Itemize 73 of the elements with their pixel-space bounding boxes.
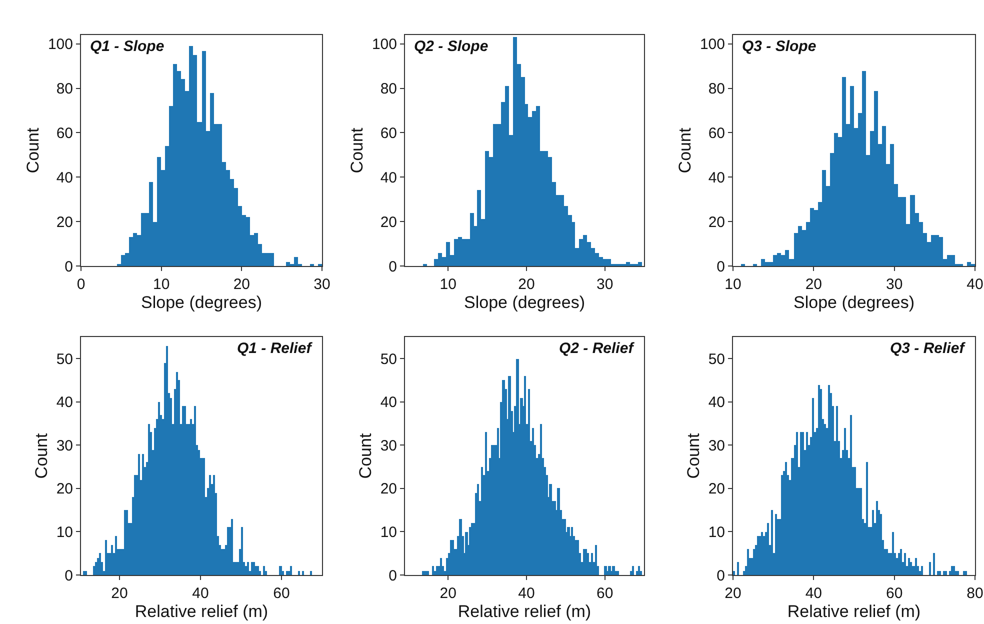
y-tick-label: 40: [708, 394, 725, 412]
x-tick-label: 30: [886, 276, 903, 293]
y-tick-label: 10: [708, 524, 725, 541]
y-axis-title: Count: [676, 128, 695, 174]
y-axis-title: Count: [32, 433, 51, 479]
x-tick-label: 20: [111, 585, 128, 602]
y-tick-label: 0: [388, 258, 397, 276]
y-tick-label: 30: [380, 437, 397, 454]
y-axis-title: Count: [684, 433, 703, 479]
y-tick-label: 20: [380, 480, 397, 498]
x-tick-label: 0: [76, 276, 86, 293]
y-tick-label: 40: [380, 169, 397, 186]
y-tick-label: 0: [388, 567, 397, 584]
y-tick-label: 50: [380, 350, 397, 368]
y-tick-label: 10: [56, 524, 73, 541]
y-axis-title: Count: [356, 433, 375, 479]
y-tick-label: 10: [380, 524, 397, 541]
x-tick-label: 40: [518, 585, 535, 602]
x-tick-label: 20: [440, 585, 456, 602]
y-tick-label: 20: [380, 214, 397, 231]
x-axis-title: Relative relief (m): [458, 602, 592, 621]
x-axis-title: Slope (degrees): [141, 293, 262, 312]
x-tick-label: 20: [233, 276, 250, 293]
y-tick-label: 30: [56, 437, 73, 454]
chart-title: Q2 - Relief: [559, 340, 636, 357]
y-tick-label: 100: [700, 36, 725, 54]
x-tick-label: 40: [192, 585, 209, 602]
x-axis-title: Relative relief (m): [787, 602, 921, 621]
x-tick-label: 20: [518, 276, 535, 293]
x-tick-label: 60: [886, 585, 903, 602]
y-tick-label: 80: [380, 80, 397, 98]
x-axis-title: Slope (degrees): [464, 293, 585, 312]
y-tick-label: 60: [56, 124, 73, 142]
x-tick-label: 60: [273, 585, 290, 602]
chart-title: Q1 - Slope: [90, 38, 164, 55]
chart-title: Q3 - Relief: [890, 340, 966, 357]
y-tick-label: 100: [372, 36, 397, 54]
x-tick-label: 10: [152, 276, 170, 293]
y-tick-label: 0: [64, 567, 73, 584]
x-axis-title: Slope (degrees): [794, 293, 914, 312]
chart-title: Q3 - Slope: [742, 38, 816, 55]
y-tick-label: 0: [64, 258, 73, 276]
y-tick-label: 40: [708, 169, 725, 186]
y-tick-label: 30: [708, 437, 725, 454]
x-tick-label: 40: [966, 276, 984, 293]
y-tick-label: 20: [56, 214, 73, 231]
x-tick-label: 30: [314, 276, 330, 293]
y-tick-label: 80: [56, 80, 73, 98]
y-tick-label: 40: [56, 394, 73, 412]
y-tick-label: 60: [380, 124, 397, 142]
y-tick-label: 100: [48, 36, 73, 54]
x-tick-label: 40: [805, 585, 822, 602]
y-axis-title: Count: [24, 128, 43, 174]
x-axis-title: Relative relief (m): [134, 602, 268, 621]
y-tick-label: 0: [716, 258, 725, 276]
y-tick-label: 80: [708, 80, 725, 98]
y-axis-title: Count: [348, 128, 367, 174]
y-tick-label: 40: [56, 169, 73, 186]
x-tick-label: 30: [596, 276, 614, 293]
y-tick-label: 60: [708, 124, 725, 142]
x-tick-label: 10: [440, 276, 456, 293]
y-tick-label: 0: [716, 567, 725, 584]
y-tick-label: 50: [708, 350, 725, 368]
y-tick-label: 50: [56, 350, 73, 368]
x-tick-label: 60: [596, 585, 614, 602]
y-tick-label: 20: [56, 480, 73, 498]
x-tick-label: 80: [966, 585, 984, 602]
y-tick-label: 20: [708, 480, 725, 498]
chart-title: Q2 - Slope: [414, 38, 488, 55]
chart-title: Q1 - Relief: [237, 340, 314, 357]
y-tick-label: 20: [708, 214, 725, 231]
y-tick-label: 40: [380, 394, 397, 412]
x-tick-label: 20: [805, 276, 822, 293]
